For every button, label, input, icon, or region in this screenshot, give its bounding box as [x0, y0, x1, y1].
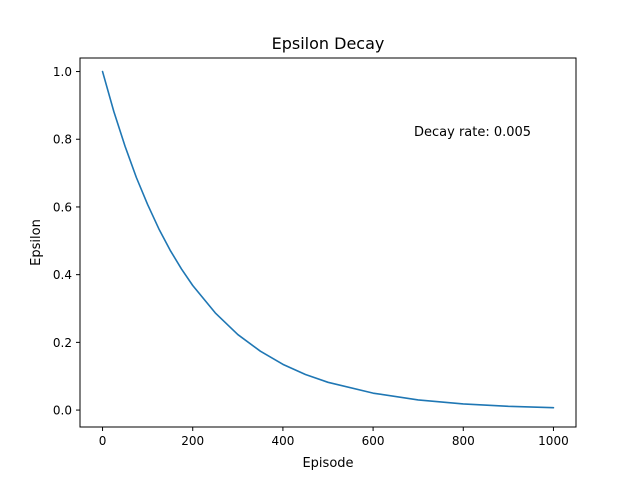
y-tick-label: 0.8 [53, 133, 72, 147]
x-tick-label: 200 [181, 434, 204, 448]
y-tick-label: 0.6 [53, 200, 72, 214]
x-tick-label: 1000 [538, 434, 569, 448]
series-line-0 [101, 70, 555, 409]
y-tick-label: 1.0 [53, 65, 72, 79]
y-axis: 0.0 0.2 0.4 0.6 0.8 1.0 [53, 65, 80, 418]
x-tick-label: 800 [452, 434, 475, 448]
y-tick-label: 0.2 [53, 336, 72, 350]
x-axis-label: Episode [302, 456, 353, 471]
plot-frame [79, 57, 577, 428]
decay-rate-annotation: Decay rate: 0.005 [414, 125, 531, 140]
x-tick-label: 0 [99, 434, 107, 448]
y-tick-label: 0.4 [53, 268, 72, 282]
series-layer [101, 70, 555, 409]
plot-area [80, 58, 576, 427]
x-tick-label: 600 [362, 434, 385, 448]
chart-title: Epsilon Decay [272, 34, 385, 53]
y-axis-label: Epsilon [29, 219, 44, 266]
y-tick-label: 0.0 [53, 404, 72, 418]
x-tick-label: 400 [271, 434, 294, 448]
x-axis: 0 200 400 600 800 1000 [99, 427, 569, 448]
